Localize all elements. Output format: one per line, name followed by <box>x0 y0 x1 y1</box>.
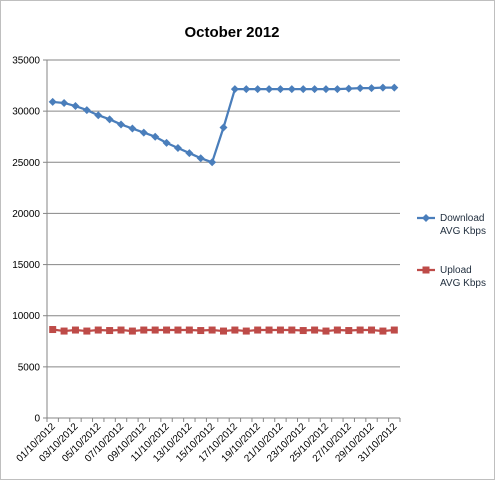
data-point <box>368 326 376 334</box>
data-point <box>49 326 57 334</box>
data-point <box>219 123 228 132</box>
data-point <box>230 85 239 94</box>
data-point <box>140 326 148 334</box>
data-point <box>173 143 182 152</box>
data-point <box>82 106 91 115</box>
data-point <box>333 326 341 334</box>
data-point <box>128 124 137 133</box>
data-point <box>106 327 114 335</box>
data-point <box>151 132 160 141</box>
y-tick-label: 5000 <box>18 362 41 373</box>
gridlines <box>47 59 400 368</box>
data-point <box>242 327 250 335</box>
data-point <box>367 84 376 93</box>
data-point <box>174 326 182 334</box>
legend-item: Download AVG Kbps <box>417 213 486 237</box>
data-point <box>333 85 342 94</box>
legend-label: Upload <box>440 265 472 276</box>
data-point <box>128 327 136 335</box>
data-point <box>390 83 399 92</box>
series-group <box>48 83 399 335</box>
data-point <box>139 128 148 137</box>
data-point <box>60 327 68 335</box>
data-point <box>151 326 159 334</box>
y-tick-label: 30000 <box>12 107 40 118</box>
series-upload <box>49 326 398 335</box>
axes <box>46 60 401 422</box>
y-axis-tick-labels: 0 5000 10000 15000 20000 25000 30000 35000 <box>12 56 47 425</box>
data-point <box>231 326 239 334</box>
data-point <box>83 327 91 335</box>
data-point <box>117 326 125 334</box>
legend-label: Download <box>440 213 484 224</box>
y-tick-label: 25000 <box>12 158 40 169</box>
data-point <box>197 327 205 335</box>
data-point <box>163 326 171 334</box>
data-point <box>117 120 126 129</box>
data-point <box>344 84 353 93</box>
data-point <box>185 326 193 334</box>
data-point <box>265 85 274 94</box>
y-tick-label: 20000 <box>12 209 40 220</box>
data-point <box>253 85 262 94</box>
data-point <box>48 97 57 106</box>
data-point <box>94 111 103 120</box>
data-point <box>379 327 387 335</box>
data-point <box>288 326 296 334</box>
data-point <box>299 85 308 94</box>
legend: Download AVG Kbps Upload AVG Kbps <box>417 213 486 289</box>
data-point <box>299 327 307 335</box>
data-point <box>321 85 330 94</box>
data-point <box>208 326 216 334</box>
data-point <box>378 83 387 92</box>
data-point <box>322 327 330 335</box>
y-tick-label: 15000 <box>12 260 40 271</box>
data-point <box>185 149 194 158</box>
data-point <box>162 138 171 147</box>
y-tick-label: 35000 <box>12 56 40 67</box>
legend-marker <box>422 214 430 222</box>
legend-label: AVG Kbps <box>440 226 486 237</box>
data-point <box>311 326 319 334</box>
legend-marker <box>422 266 430 274</box>
data-point <box>356 326 364 334</box>
data-point <box>208 158 217 167</box>
data-point <box>287 85 296 94</box>
chart-title: October 2012 <box>184 24 279 41</box>
data-point <box>242 85 251 94</box>
data-point <box>276 85 285 94</box>
legend-label: AVG Kbps <box>440 278 486 289</box>
data-point <box>356 84 365 93</box>
data-point <box>105 115 114 124</box>
y-tick-label: 0 <box>34 414 40 425</box>
series-download <box>48 83 399 167</box>
y-tick-label: 10000 <box>12 311 40 322</box>
data-point <box>94 326 102 334</box>
data-point <box>71 102 80 111</box>
data-point <box>390 326 398 334</box>
data-point <box>345 327 353 335</box>
legend-item: Upload AVG Kbps <box>417 265 486 289</box>
data-point <box>220 327 227 335</box>
x-axis-tick-labels: 01/10/201203/10/201205/10/201207/10/2012… <box>15 421 400 464</box>
data-point <box>71 326 79 334</box>
data-point <box>265 326 273 334</box>
data-point <box>276 326 284 334</box>
data-point <box>196 154 205 163</box>
data-point <box>254 326 262 334</box>
data-point <box>310 85 319 94</box>
data-point <box>60 98 69 107</box>
